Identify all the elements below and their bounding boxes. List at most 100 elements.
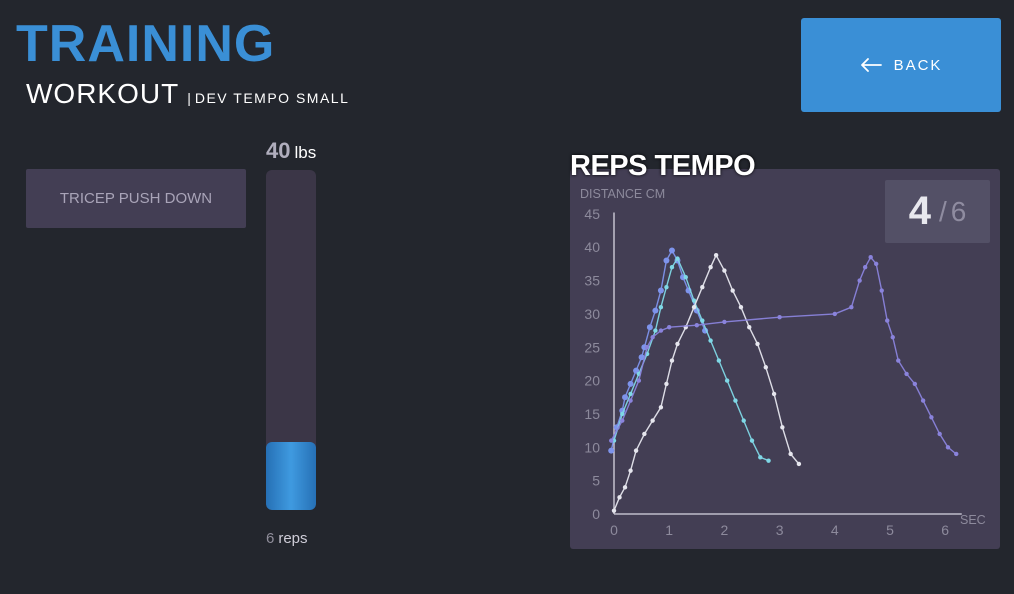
program-name: DEV TEMPO SMALL (194, 90, 350, 106)
rep-counter-total: 6 (950, 195, 967, 227)
series-point-1 (657, 287, 664, 294)
series-point-4 (920, 398, 926, 403)
series-point-4 (862, 265, 868, 270)
series-point-3 (650, 418, 655, 423)
y-tick-label: 15 (584, 406, 600, 422)
series-point-2 (716, 358, 722, 363)
series-point-4 (904, 371, 909, 377)
series-point-4 (890, 335, 895, 340)
series-point-3 (771, 391, 777, 397)
series-line-2 (613, 257, 769, 462)
y-tick-label: 25 (584, 339, 600, 355)
x-tick-label: 1 (665, 522, 673, 538)
series-point-4 (885, 318, 890, 323)
rep-counter: 4 / 6 (885, 180, 990, 243)
weight-unit: lbs (294, 143, 317, 162)
series-point-2 (675, 256, 680, 261)
series-point-2 (708, 338, 713, 343)
y-tick-label: 20 (584, 373, 600, 389)
x-tick-label: 2 (721, 522, 729, 538)
series-point-3 (633, 448, 639, 453)
series-point-3 (664, 381, 669, 387)
title-separator: | (187, 90, 191, 106)
series-point-3 (713, 253, 719, 258)
series-point-4 (609, 438, 614, 443)
rep-counter-current: 4 (908, 189, 931, 233)
series-point-4 (667, 325, 672, 330)
reps-unit: reps (278, 530, 308, 547)
series-line-3 (613, 253, 800, 511)
weight-display: 40 lbs (266, 138, 316, 164)
series-point-1 (608, 447, 615, 454)
series-point-3 (708, 265, 713, 270)
series-point-2 (669, 265, 675, 270)
x-tick-label: 6 (941, 522, 949, 538)
chart-title: REPS TEMPO (570, 150, 756, 182)
series-point-2 (741, 418, 746, 423)
y-tick-label: 30 (584, 306, 600, 322)
series-point-4 (929, 415, 934, 420)
series-point-2 (683, 275, 688, 280)
series-point-4 (954, 451, 959, 457)
series-point-2 (733, 398, 738, 403)
series-point-2 (620, 411, 625, 417)
exercise-button[interactable]: TRICEP PUSH DOWN (26, 169, 246, 228)
series-point-3 (747, 325, 752, 330)
series-point-3 (722, 268, 727, 273)
series-point-1 (668, 247, 675, 254)
series-point-3 (691, 305, 697, 310)
y-tick-label: 5 (592, 473, 600, 489)
series-point-1 (646, 324, 653, 331)
series-point-2 (724, 378, 730, 383)
y-tick-label: 45 (584, 206, 600, 222)
weight-value: 40 (266, 138, 291, 163)
series-point-3 (669, 358, 675, 363)
series-point-1 (627, 380, 634, 387)
series-point-4 (636, 378, 642, 383)
series-point-3 (780, 425, 785, 430)
series-point-3 (730, 288, 735, 293)
series-point-1 (633, 367, 640, 374)
series-point-4 (857, 278, 862, 283)
series-point-3 (622, 485, 628, 490)
x-tick-label: 0 (610, 522, 618, 538)
page-title: TRAINING (16, 15, 276, 73)
reps-progress-bar[interactable] (266, 170, 316, 510)
series-point-4 (650, 335, 655, 340)
series-point-3 (642, 431, 647, 437)
series-point-3 (617, 495, 622, 500)
series-point-2 (749, 438, 755, 443)
back-button[interactable]: BACK (801, 18, 1001, 112)
series-point-3 (763, 365, 768, 370)
series-point-3 (738, 305, 744, 310)
series-point-4 (628, 398, 633, 403)
series-point-2 (653, 328, 658, 333)
reps-value: 6 (266, 530, 275, 547)
x-tick-label: 5 (886, 522, 894, 538)
series-point-4 (694, 323, 699, 328)
series-point-4 (658, 328, 664, 333)
series-line-1 (610, 249, 706, 451)
series-point-1 (638, 354, 645, 361)
series-point-2 (658, 305, 664, 310)
x-tick-label: 4 (831, 522, 839, 538)
series-point-3 (700, 285, 705, 290)
series-point-1 (622, 394, 629, 401)
series-point-3 (788, 451, 793, 457)
series-point-3 (628, 468, 633, 473)
series-point-2 (691, 298, 697, 303)
y-tick-label: 40 (584, 239, 600, 255)
series-point-3 (658, 405, 664, 410)
series-point-2 (628, 391, 633, 397)
series-point-3 (611, 508, 617, 513)
series-point-2 (700, 318, 705, 323)
series-point-4 (874, 261, 879, 267)
y-tick-label: 0 (592, 506, 600, 522)
page-subtitle: WORKOUT | DEV TEMPO SMALL (26, 78, 349, 110)
series-point-3 (675, 341, 680, 347)
series-point-2 (766, 458, 771, 463)
series-point-1 (652, 307, 659, 314)
series-point-4 (912, 381, 918, 387)
x-tick-label: 3 (776, 522, 784, 538)
